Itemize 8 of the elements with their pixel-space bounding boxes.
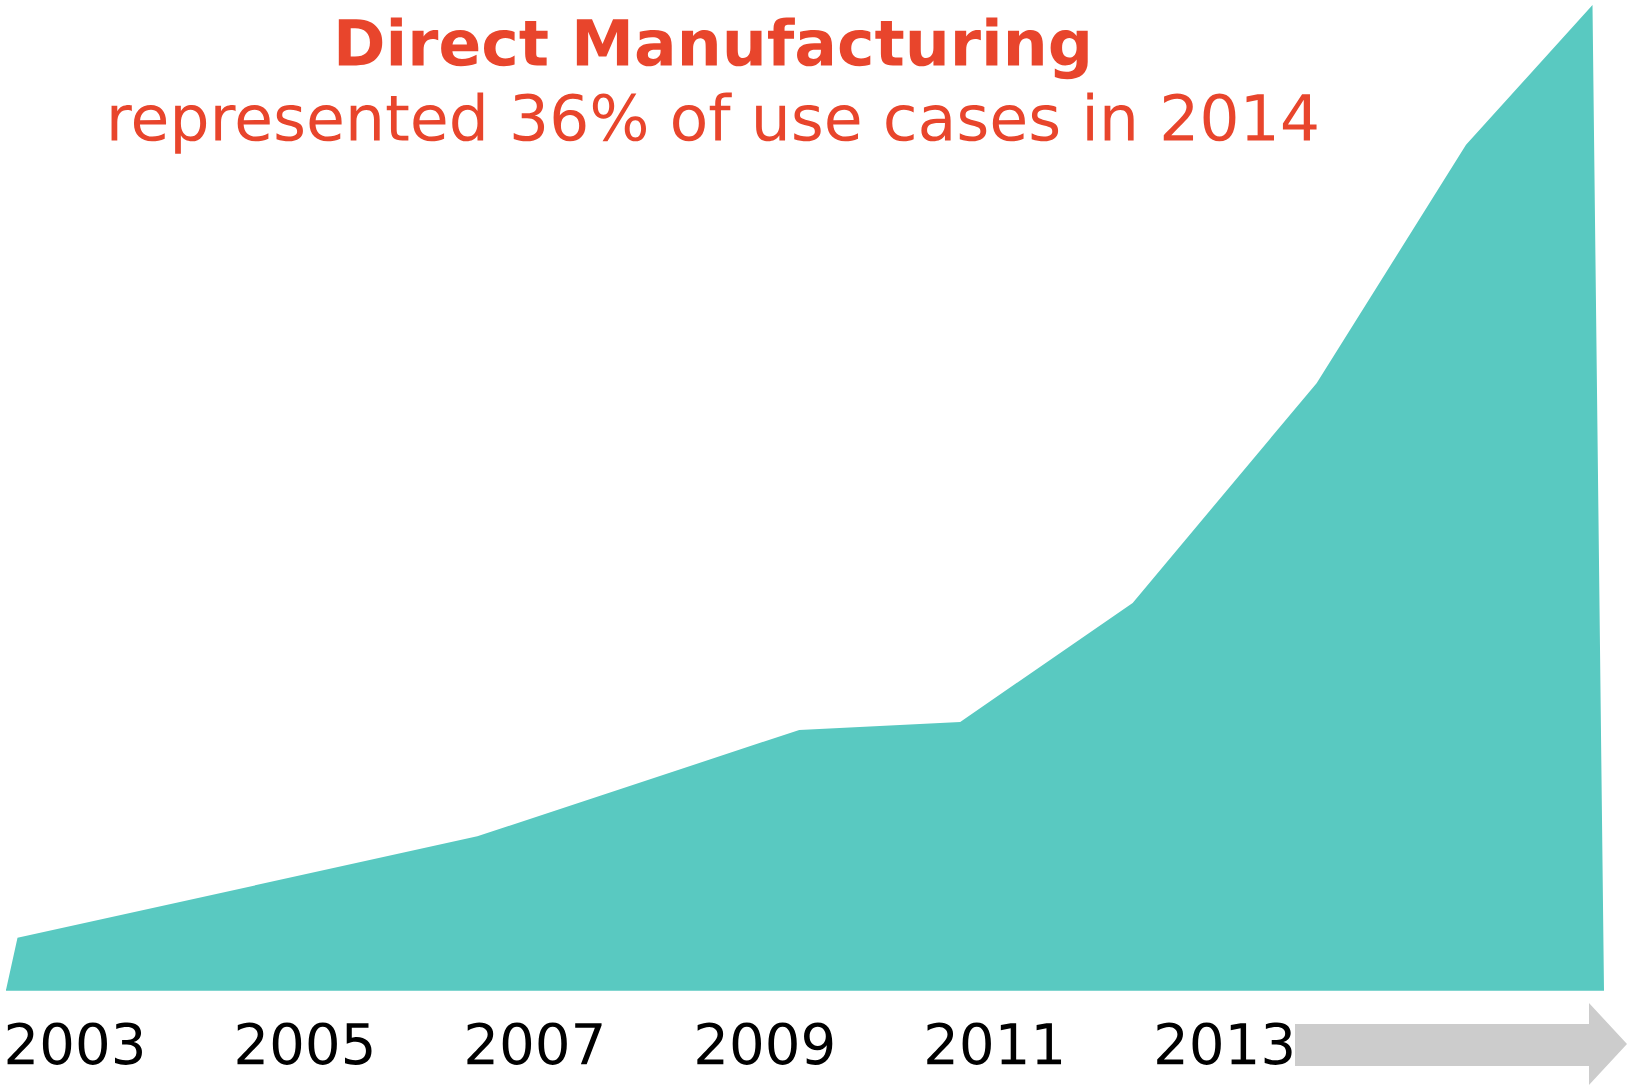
text: represented 36% of use cases in 2014: [111, 92, 1317, 154]
x-tick-label: 2005: [237, 1022, 372, 1065]
x-tick-label: 2003: [7, 1022, 142, 1065]
chart-title: Direct Manufacturing: [338, 17, 1088, 80]
x-tick-label: 2011: [927, 1022, 1062, 1065]
x-tick-label: 2007: [467, 1022, 602, 1065]
x-tick-label: 2013: [1157, 1022, 1292, 1065]
x-tick-label: 2009: [697, 1022, 833, 1065]
